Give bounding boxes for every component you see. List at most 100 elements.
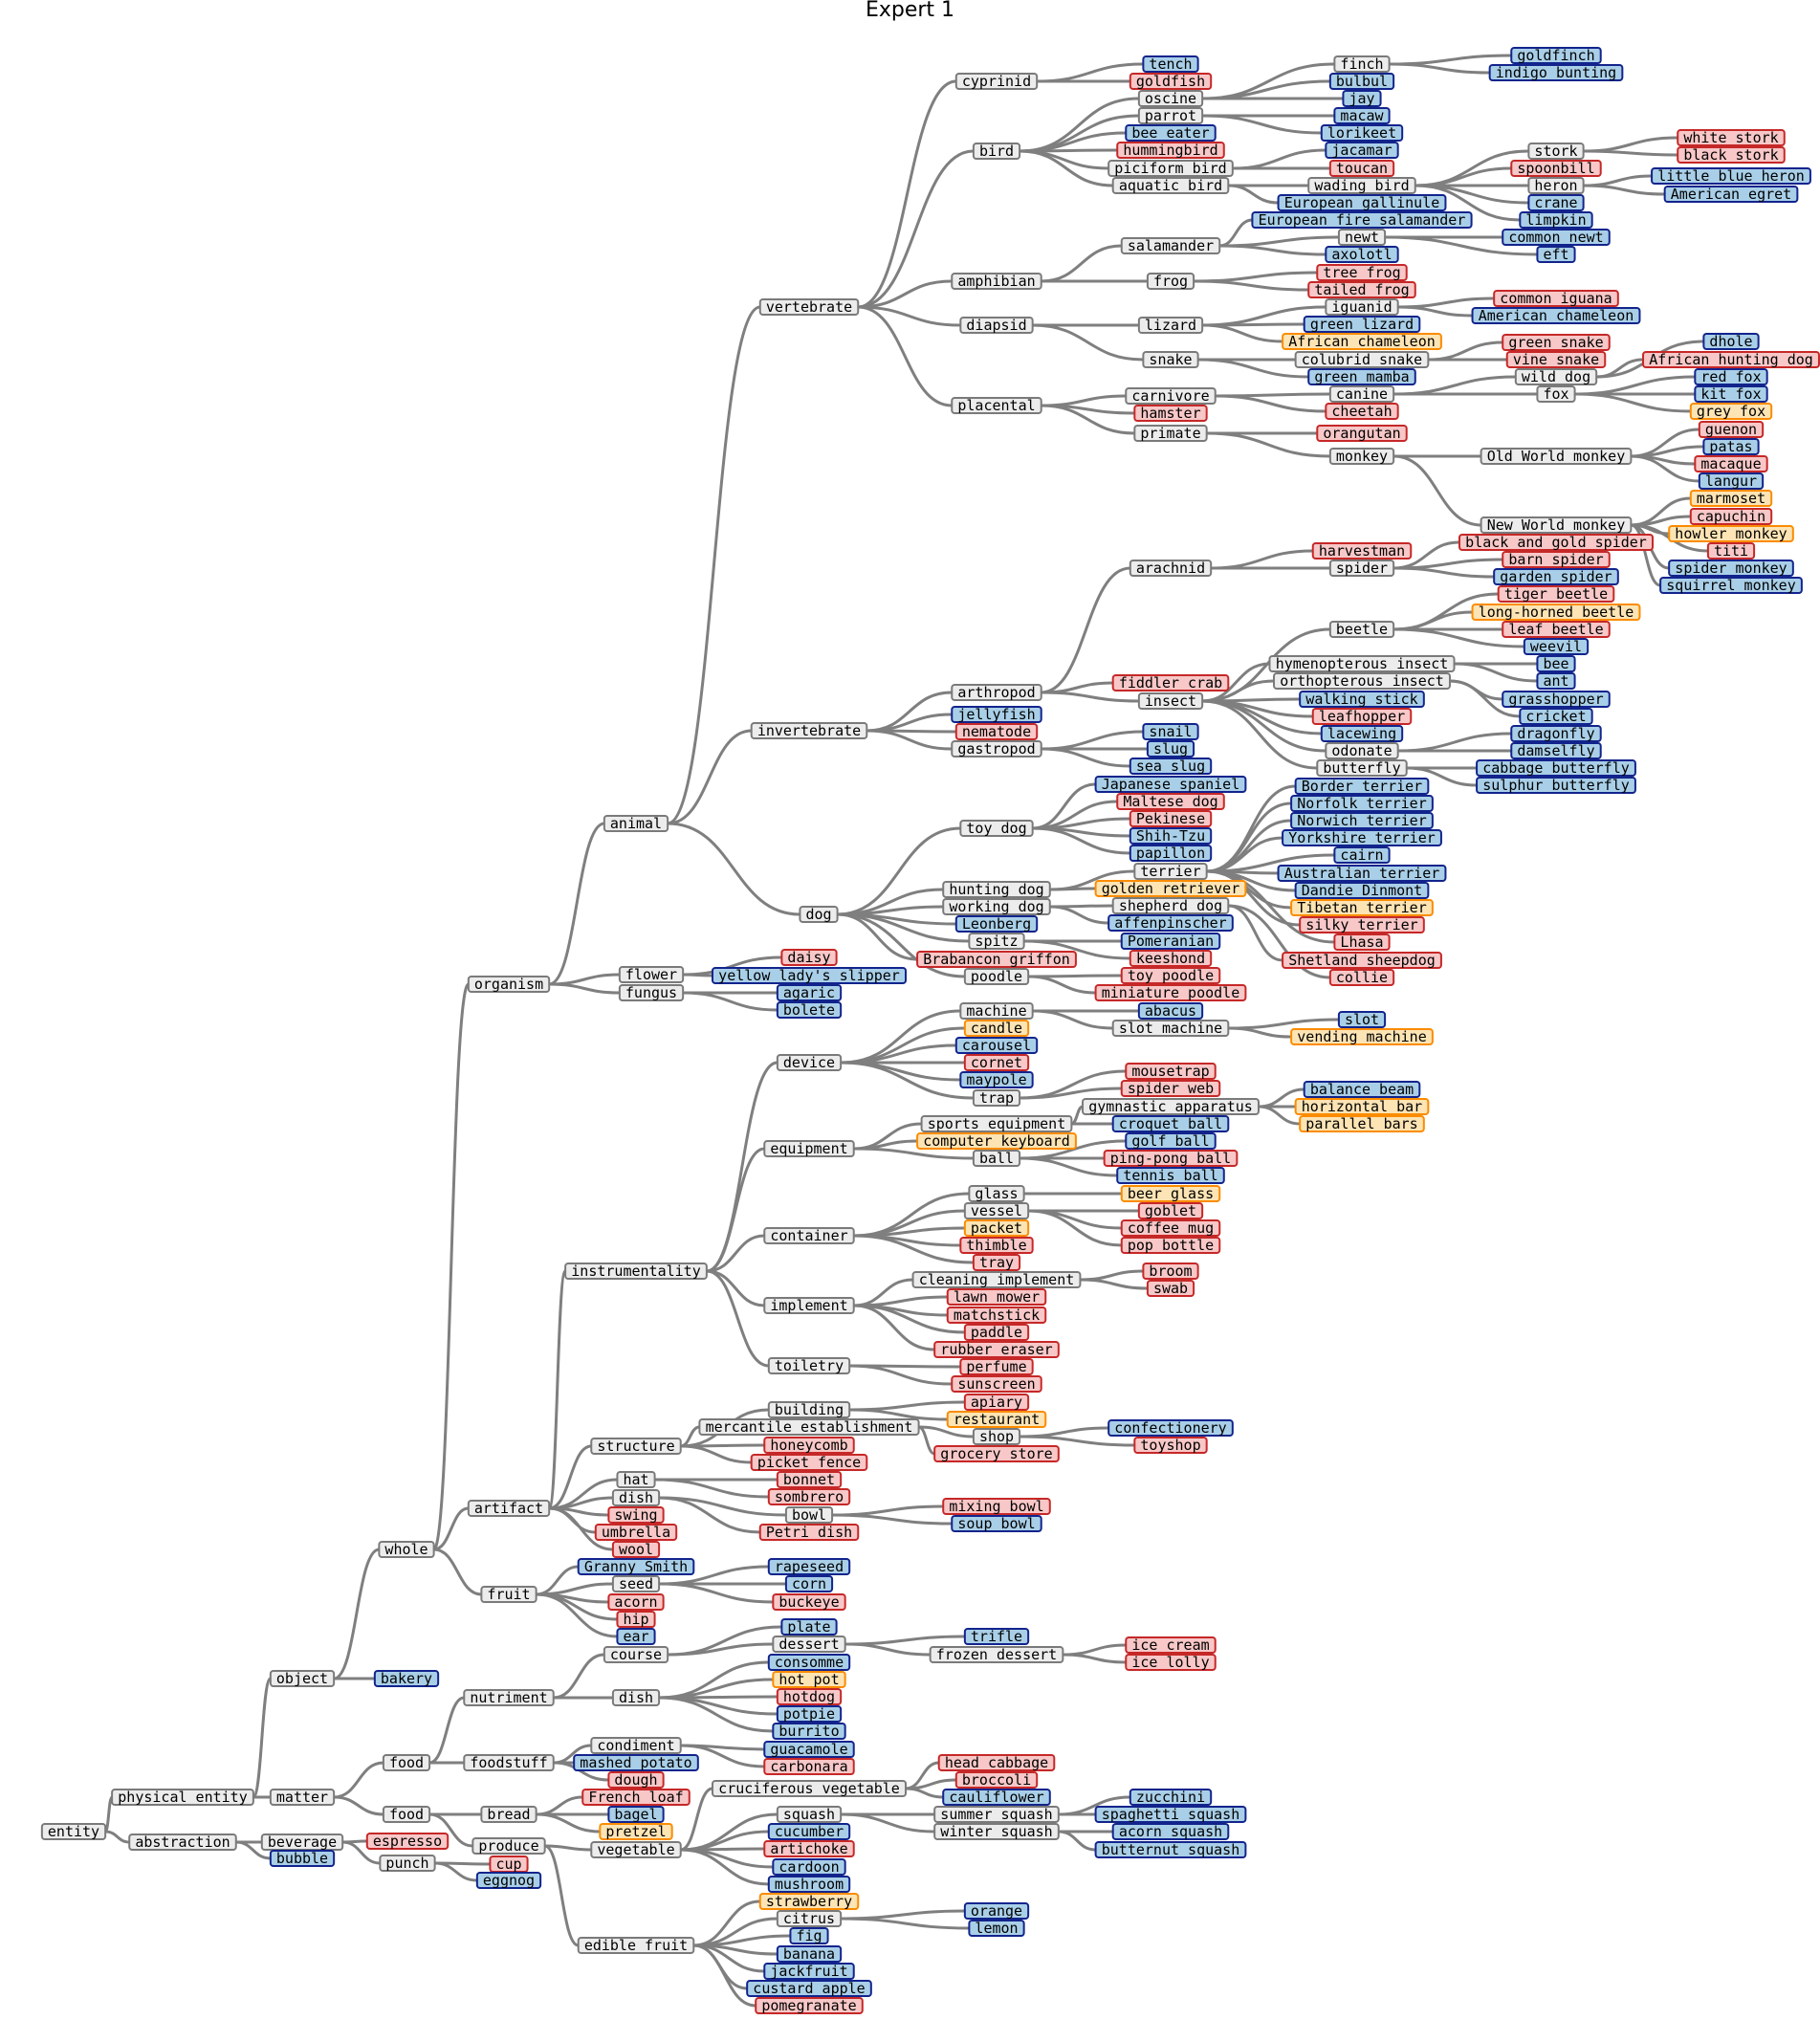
edge-course-to-plate [668, 1625, 782, 1657]
node-label: vending machine [1297, 1028, 1426, 1045]
node-potpie: potpie [776, 1705, 843, 1723]
node-label: long-horned beetle [1479, 604, 1634, 621]
node-jackfruit: jackfruit [763, 1963, 855, 1980]
edge-salamander-to-european-fire-salamander [1218, 218, 1253, 248]
node-butternut-squash: butternut squash [1094, 1841, 1247, 1858]
node-box [1116, 793, 1225, 810]
node-tailed-frog: tailed frog [1307, 281, 1416, 298]
node-box [1536, 655, 1576, 672]
node-box [763, 1963, 855, 1980]
node-label: dish [619, 1489, 653, 1506]
node-little-blue-heron: little blue heron [1651, 167, 1811, 185]
node-box [1129, 73, 1213, 90]
node-seed: seed [611, 1575, 661, 1592]
node-label: toy poodle [1128, 967, 1214, 984]
edge-terrier-to-norwich-terrier [1206, 819, 1292, 873]
node-arachnid: arachnid [1129, 560, 1213, 577]
node-box [763, 1227, 855, 1244]
node-label: punch [385, 1855, 428, 1872]
node-label: Old World monkey [1487, 448, 1626, 465]
node-sports-equipment: sports equipment [920, 1115, 1073, 1132]
node-label: Leonberg [962, 915, 1031, 933]
node-bee-eater: bee eater [1125, 124, 1217, 142]
node-vessel: vessel [963, 1202, 1030, 1219]
node-box [959, 1358, 1034, 1375]
node-label: picket fence [757, 1454, 861, 1471]
node-label: aquatic bird [1119, 177, 1222, 194]
edge-artifact-to-structure [548, 1444, 592, 1510]
edge-beetle-to-weevil [1393, 627, 1524, 648]
node-label: object [276, 1670, 328, 1687]
edge-organism-to-fungus [549, 982, 620, 995]
node-label: mixing bowl [949, 1498, 1043, 1515]
node-label: bagel [614, 1806, 657, 1823]
edge-iguanid-to-common-iguana [1397, 296, 1495, 309]
node-box [776, 1471, 843, 1488]
node-label: jacamar [1331, 142, 1392, 159]
node-label: nematode [962, 723, 1031, 740]
edge-cyprinid-to-tench [1037, 62, 1144, 83]
node-computer-keyboard: computer keyboard [916, 1132, 1077, 1150]
node-box [1663, 186, 1799, 203]
node-box [1328, 160, 1395, 177]
node-box [1536, 672, 1576, 690]
node-hot-pot: hot pot [772, 1671, 846, 1688]
node-corn: corn [784, 1575, 834, 1592]
node-tibetan-terrier: Tibetan terrier [1290, 899, 1434, 916]
node-restaurant: restaurant [946, 1411, 1047, 1428]
node-box [963, 1902, 1030, 1920]
node-box [951, 706, 1042, 723]
edge-ball-to-tennis-ball [1020, 1156, 1118, 1177]
node-miniature-poodle: miniature poodle [1094, 984, 1247, 1001]
node-label: bee eater [1131, 124, 1209, 142]
node-box [763, 1437, 855, 1454]
edge-new-world-monkey-to-squirrel-monkey [1630, 523, 1661, 587]
node-box [365, 1833, 450, 1850]
node-label: affenpinscher [1114, 914, 1226, 932]
node-label: toucan [1336, 160, 1388, 177]
node-artifact: artifact [467, 1500, 551, 1517]
node-dandie-dinmont: Dandie Dinmont [1294, 882, 1430, 899]
node-label: sunscreen [957, 1375, 1035, 1393]
node-box [1129, 758, 1213, 775]
node-box [599, 1823, 673, 1840]
node-label: packet [971, 1219, 1022, 1237]
node-box [607, 1771, 665, 1789]
node-box [1137, 1002, 1204, 1020]
node-box [1698, 421, 1765, 438]
edge-condiment-to-carbonara [680, 1744, 765, 1768]
node-box [951, 273, 1042, 290]
node-rapeseed: rapeseed [767, 1558, 851, 1575]
node-label: Japanese spaniel [1102, 776, 1240, 793]
node-label: red fox [1700, 368, 1761, 385]
edge-fungus-to-bolete [683, 991, 778, 1012]
node-label: dhole [1709, 333, 1752, 350]
node-label: heron [1534, 177, 1577, 194]
node-label: collie [1336, 969, 1388, 986]
node-label: miniature poodle [1102, 984, 1240, 1001]
edge-entity-to-physical-entity [103, 1795, 114, 1833]
node-label: espresso [373, 1833, 442, 1850]
node-confectionery: confectionery [1107, 1419, 1234, 1437]
node-label: hamster [1140, 405, 1200, 422]
node-box [946, 1306, 1047, 1324]
node-layer: entity physical entity abstraction object ma… [40, 47, 1820, 2014]
node-box [1311, 708, 1413, 725]
node-box [480, 1586, 537, 1603]
node-label: snake [1149, 351, 1192, 368]
edge-container-to-tray [853, 1234, 974, 1264]
node-label: Norwich terrier [1297, 812, 1426, 829]
node-box [1325, 403, 1399, 420]
edge-newt-to-eft [1385, 235, 1538, 256]
node-label: spoonbill [1517, 160, 1594, 177]
node-box [959, 1071, 1034, 1088]
node-dish: dish [611, 1689, 661, 1706]
node-label: mashed potato [580, 1754, 691, 1771]
node-artichoke: artichoke [763, 1840, 855, 1857]
node-box [784, 1575, 834, 1592]
edge-frog-to-tailed-frog [1194, 279, 1309, 292]
node-box [1129, 950, 1213, 967]
node-custard-apple: custard apple [746, 1980, 872, 1997]
node-label: instrumentality [571, 1263, 700, 1280]
node-spitz: spitz [968, 933, 1025, 950]
